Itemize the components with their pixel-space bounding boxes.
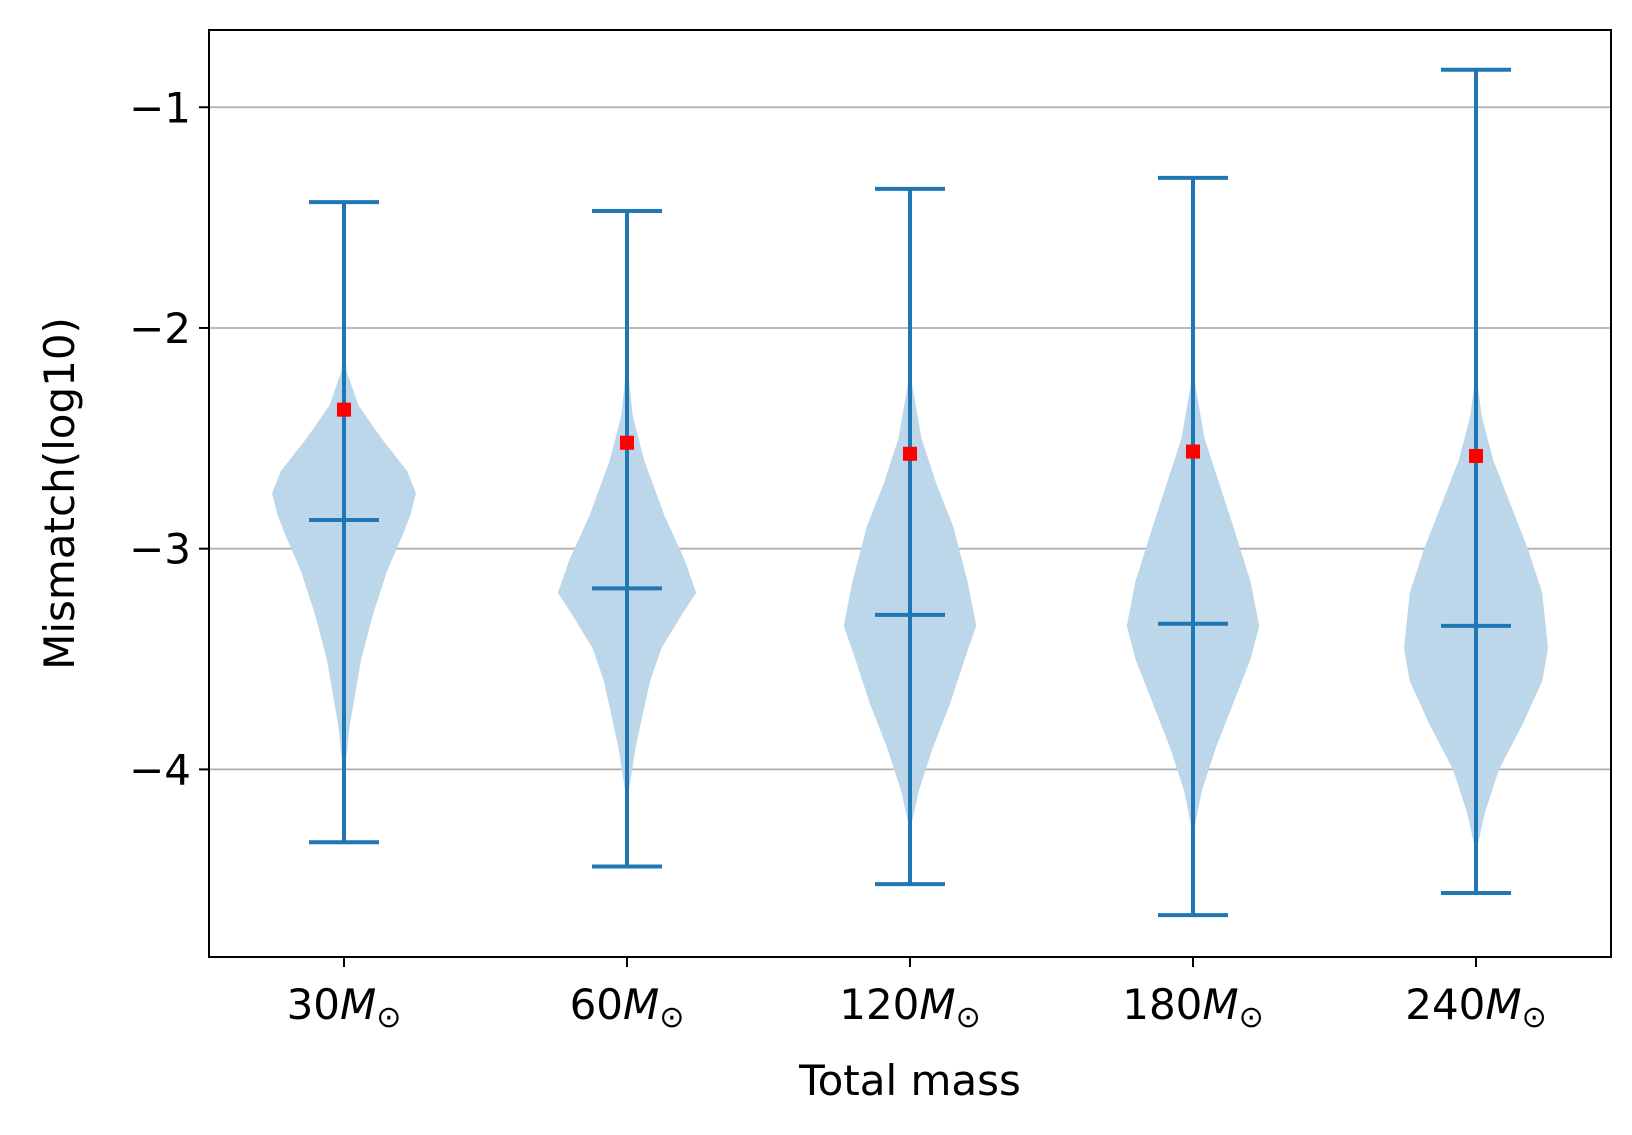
y-axis-ticks: −4 −3 −2 −1 <box>129 83 209 794</box>
x-tick-label: 120M⊙ <box>839 980 981 1035</box>
violin-red-marker <box>337 402 351 417</box>
y-tick-label: −1 <box>129 83 191 132</box>
violin-red-marker <box>1469 448 1483 463</box>
violin-30 <box>272 200 416 845</box>
violin-red-marker <box>1186 444 1200 459</box>
violin-60 <box>557 208 697 869</box>
y-tick-label: −2 <box>129 304 191 353</box>
violin-red-marker <box>903 446 917 461</box>
x-axis-ticks: 30M⊙ 60M⊙ 120M⊙ 180M⊙ 240M⊙ <box>287 957 1547 1035</box>
x-tick-label: 180M⊙ <box>1122 980 1264 1035</box>
x-tick-label: 240M⊙ <box>1405 980 1547 1035</box>
y-axis-label: Mismatch(log10) <box>35 317 84 670</box>
violin-240 <box>1404 67 1548 895</box>
y-tick-label: −4 <box>129 745 191 794</box>
violin-120 <box>843 186 977 887</box>
x-axis-label: Total mass <box>798 1056 1021 1105</box>
violin-180 <box>1126 175 1260 918</box>
y-tick-label: −3 <box>129 525 191 574</box>
violins <box>272 67 1548 918</box>
violin-red-marker <box>620 435 634 450</box>
x-tick-label: 30M⊙ <box>287 980 402 1035</box>
x-tick-label: 60M⊙ <box>570 980 685 1035</box>
